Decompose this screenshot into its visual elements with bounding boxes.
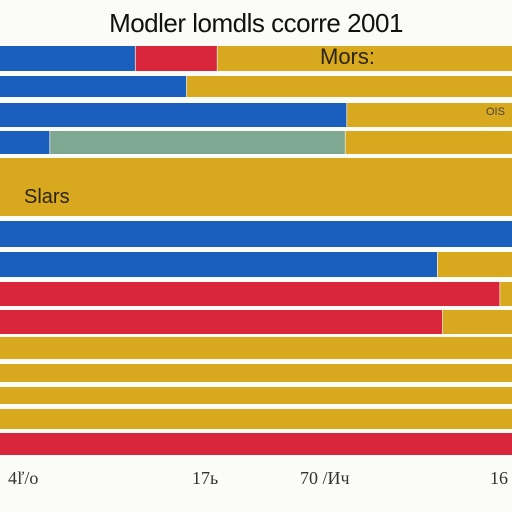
annotation-mors: Mors: (320, 44, 375, 69)
bar-segment-row4-teal (50, 131, 346, 154)
x-tick-label: 16 (490, 468, 508, 488)
bar-segment-row10-yellow (0, 337, 512, 359)
bar-segment-row8-yellow (500, 282, 512, 306)
bar-segment-row7-blue (0, 252, 438, 277)
bar-segment-row1-yellow (217, 46, 512, 71)
x-tick-label: 17ь (192, 468, 219, 488)
bar-segment-row6-blue (0, 221, 512, 247)
bar-segment-row8-red (0, 282, 501, 306)
annotation-ois: OIS (486, 106, 505, 118)
chart-title: Modler lomdls ccorre 2001 (109, 8, 403, 38)
x-tick-label: 4ľ/o (8, 468, 39, 488)
bar-segment-row13-yellow (0, 409, 512, 429)
bar-segment-row9-red (0, 310, 443, 334)
bar-segment-row4-yellow (345, 131, 512, 154)
bar-segment-row5-yellow (0, 158, 512, 216)
bar-segment-row4-blue (0, 131, 51, 154)
annotation-slars: Slars (24, 186, 70, 208)
bar-segment-row7-yellow (437, 252, 512, 277)
bar-segment-row9-yellow (442, 310, 512, 334)
bar-segment-row12-yellow (0, 387, 512, 404)
bar-segment-row14-red (0, 433, 512, 455)
bar-segment-row1-blue (0, 46, 136, 71)
bar-segment-row1-red (135, 46, 218, 71)
bar-segment-row3-blue (0, 103, 348, 127)
x-tick-label: 70 /Ич (300, 468, 350, 488)
bar-segment-row2-yellow (186, 76, 512, 97)
bar-segment-row2-blue (0, 76, 187, 97)
bar-segment-row11-yellow (0, 364, 512, 382)
bar-segment-row3-yellow (347, 103, 512, 127)
